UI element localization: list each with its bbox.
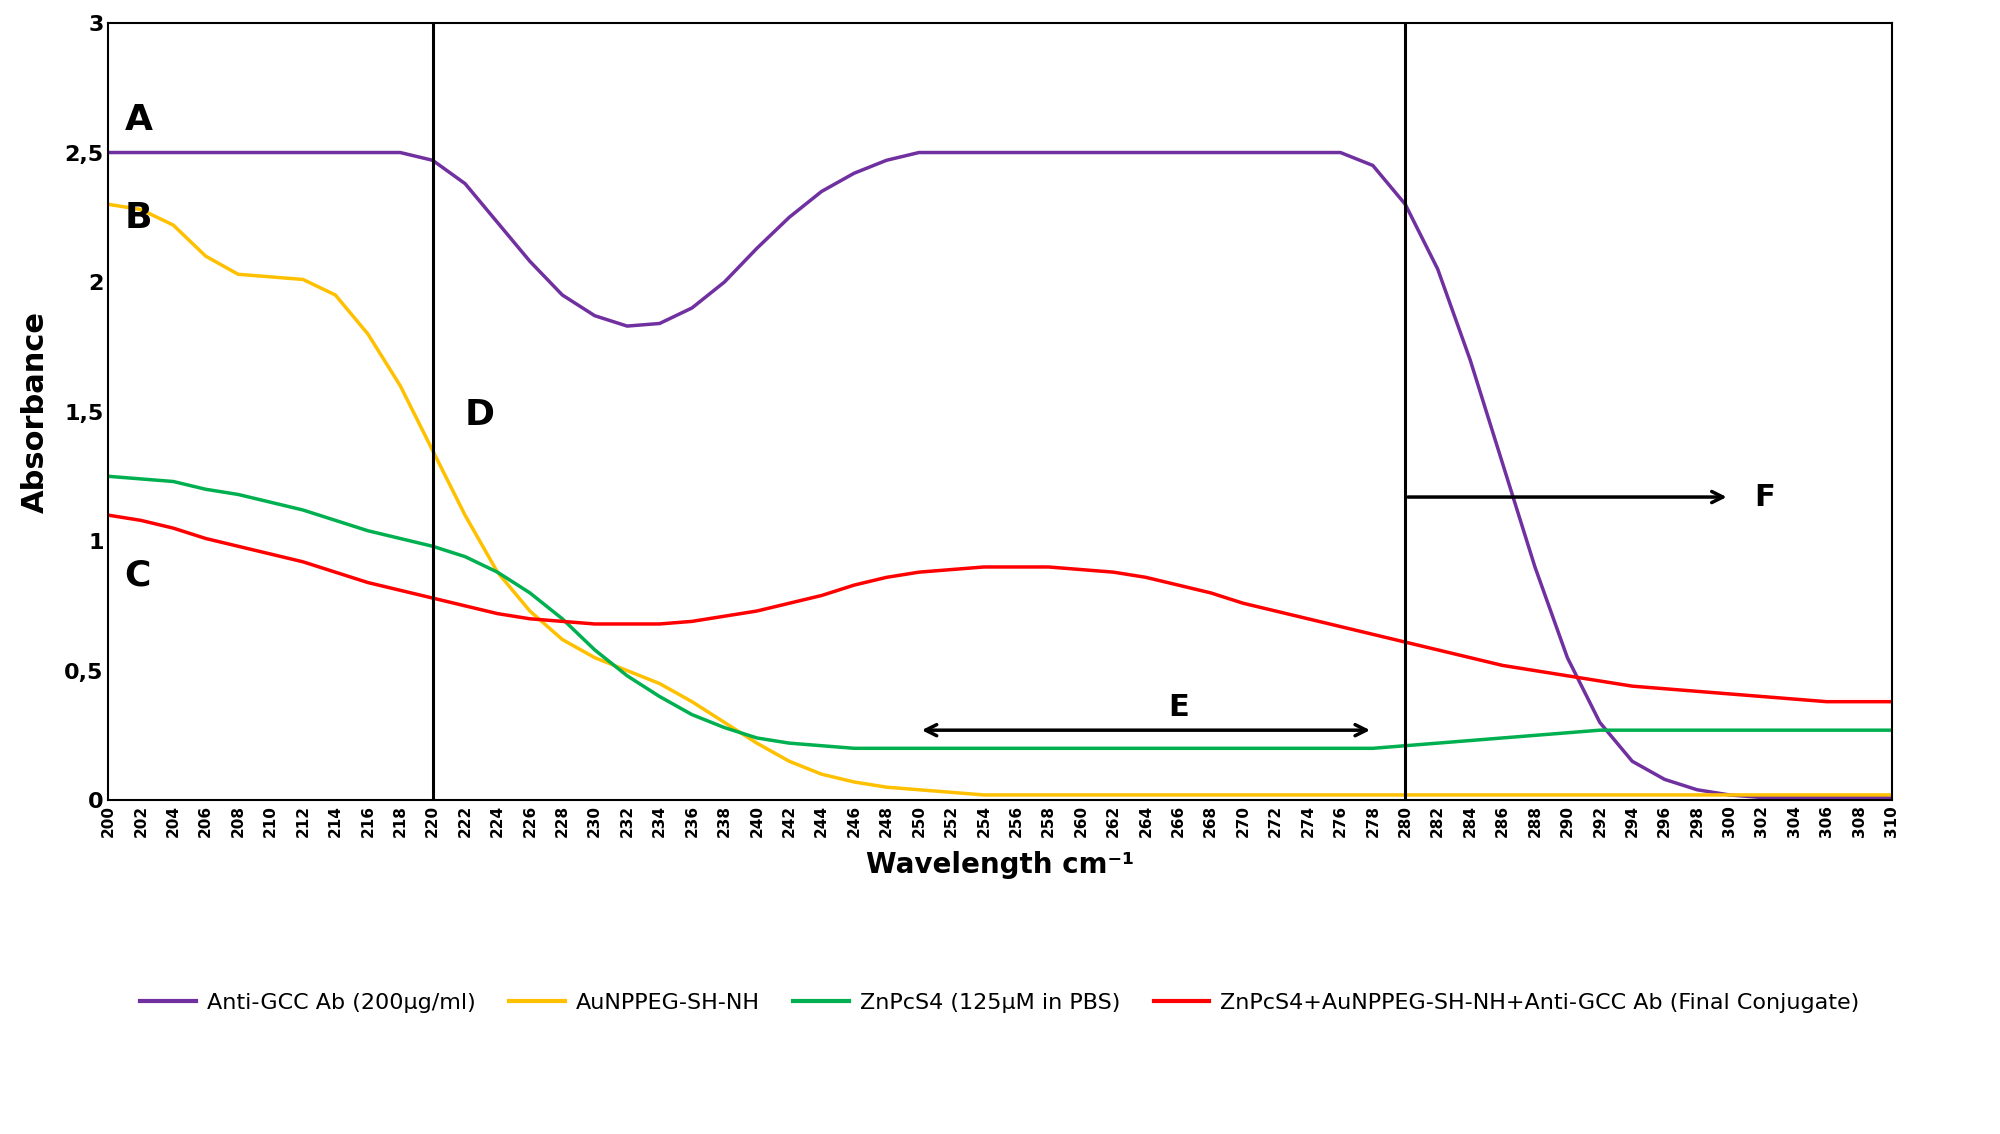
X-axis label: Wavelength cm⁻¹: Wavelength cm⁻¹ bbox=[866, 852, 1134, 879]
Text: E: E bbox=[1168, 693, 1188, 722]
Legend: Anti-GCC Ab (200μg/ml), AuNPPEG-SH-NH, ZnPcS4 (125μM in PBS), ZnPcS4+AuNPPEG-SH-: Anti-GCC Ab (200μg/ml), AuNPPEG-SH-NH, Z… bbox=[132, 984, 1868, 1022]
Text: B: B bbox=[124, 202, 152, 236]
Y-axis label: Absorbance: Absorbance bbox=[22, 311, 50, 513]
Text: A: A bbox=[124, 103, 152, 137]
Text: D: D bbox=[466, 398, 496, 432]
Text: F: F bbox=[1754, 483, 1774, 511]
Text: C: C bbox=[124, 559, 150, 593]
